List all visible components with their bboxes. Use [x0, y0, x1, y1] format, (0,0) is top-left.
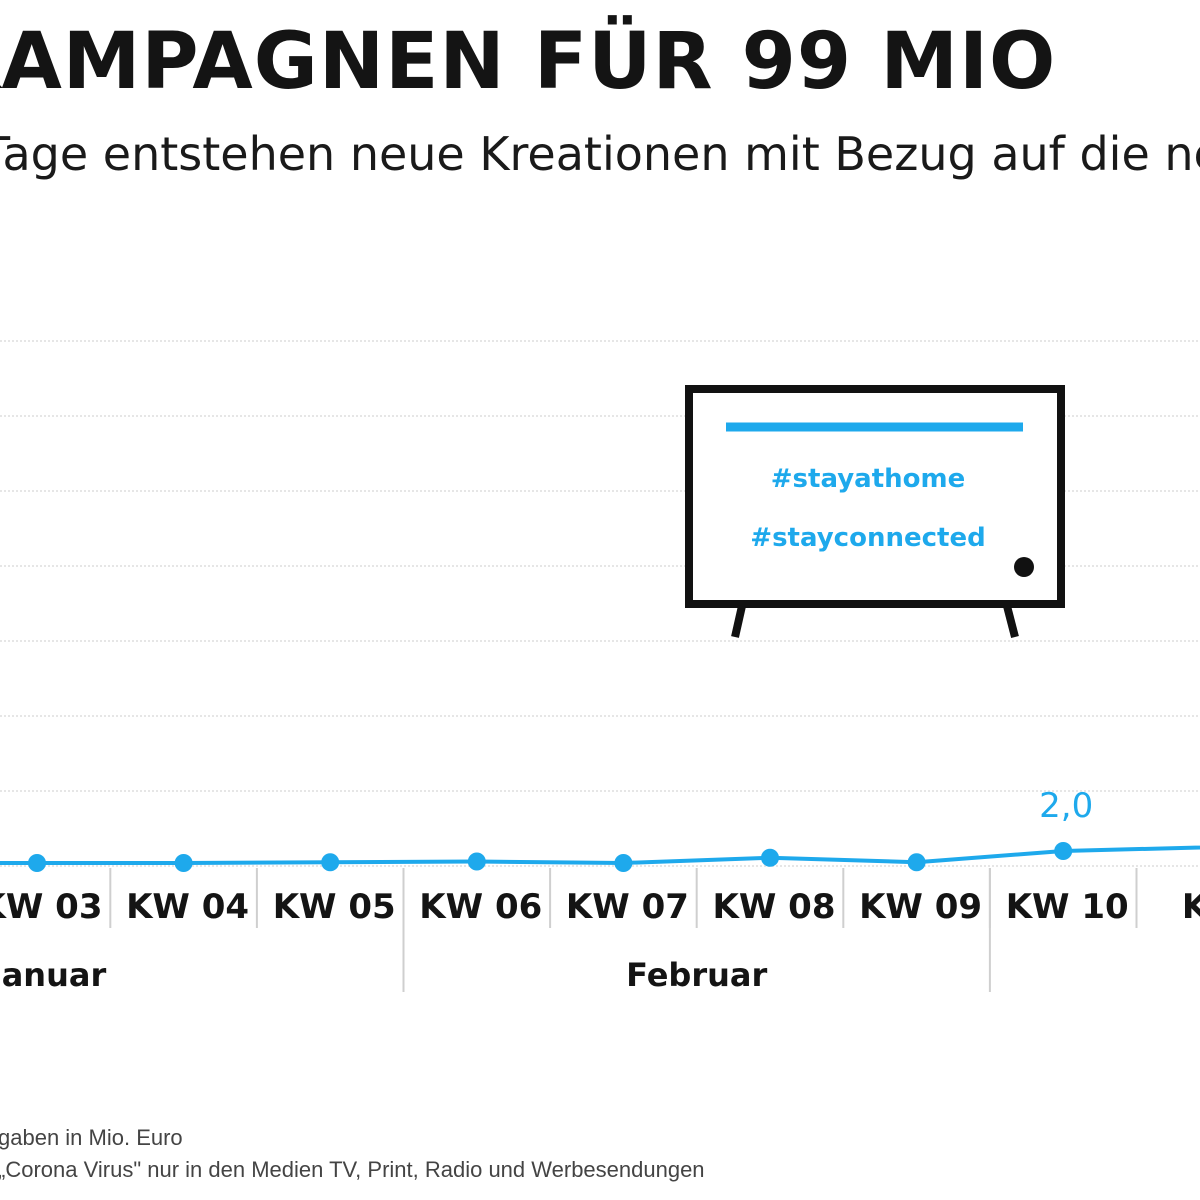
x-axis-ticks: KW 03 KW 04 KW 05 KW 06 KW 07 KW 08 KW 09 KW 10…: [0, 887, 1200, 927]
x-tick-label: KW: [1182, 887, 1200, 927]
x-tick-label: KW 03: [0, 887, 103, 927]
chart-subtitle: Tage entstehen neue Kreationen mit Bezug…: [0, 127, 1200, 181]
category-separators: [109, 868, 1138, 992]
x-tick-label: KW 05: [273, 887, 396, 927]
tv-illustration: #stayathome #stayconnected: [685, 385, 1065, 638]
data-point-kw-10: [1054, 842, 1073, 860]
data-point-kw-06: [467, 852, 486, 871]
x-tick-label: KW 07: [566, 887, 689, 927]
x-tick-label: KW 04: [126, 887, 249, 927]
tv-hashtag-stayathome: #stayathome: [771, 464, 965, 494]
data-label: 2,0: [1039, 786, 1093, 826]
data-point-kw-04: [174, 854, 193, 872]
line-chart: KW 03 KW 04 KW 05 KW 06 KW 07 KW 08 KW 09 KW 10…: [0, 340, 1200, 994]
chart-title: KAMPAGNEN FÜR 99 MIO: [0, 17, 1057, 107]
data-point-kw-09: [907, 853, 926, 872]
tv-screen-frame: [685, 385, 1065, 608]
data-point-kw-08: [761, 848, 779, 867]
month-label: Februar: [626, 956, 767, 994]
data-point-kw-05: [321, 853, 340, 872]
footnote-unit: gaben in Mio. Euro: [0, 1125, 183, 1150]
x-tick-label: KW 09: [859, 887, 982, 927]
tv-hashtag-stayconnected: #stayconnected: [750, 523, 985, 553]
month-labels: Januar Februar: [0, 956, 767, 994]
tv-power-dot: [1014, 557, 1034, 577]
data-point-kw-07: [614, 854, 633, 872]
month-label: Januar: [0, 956, 106, 994]
x-tick-label: KW 10: [1006, 887, 1129, 927]
data-point-kw-03: [28, 854, 46, 872]
tv-leg-left: [731, 605, 746, 638]
series-line: [0, 842, 1200, 872]
tv-leg-right: [1003, 605, 1019, 638]
x-tick-label: KW 06: [419, 887, 542, 927]
x-tick-label: KW 08: [712, 887, 835, 927]
data-labels: 2,02: [1039, 786, 1093, 826]
footnote-source: „Corona Virus" nur in den Medien TV, Pri…: [0, 1157, 705, 1182]
